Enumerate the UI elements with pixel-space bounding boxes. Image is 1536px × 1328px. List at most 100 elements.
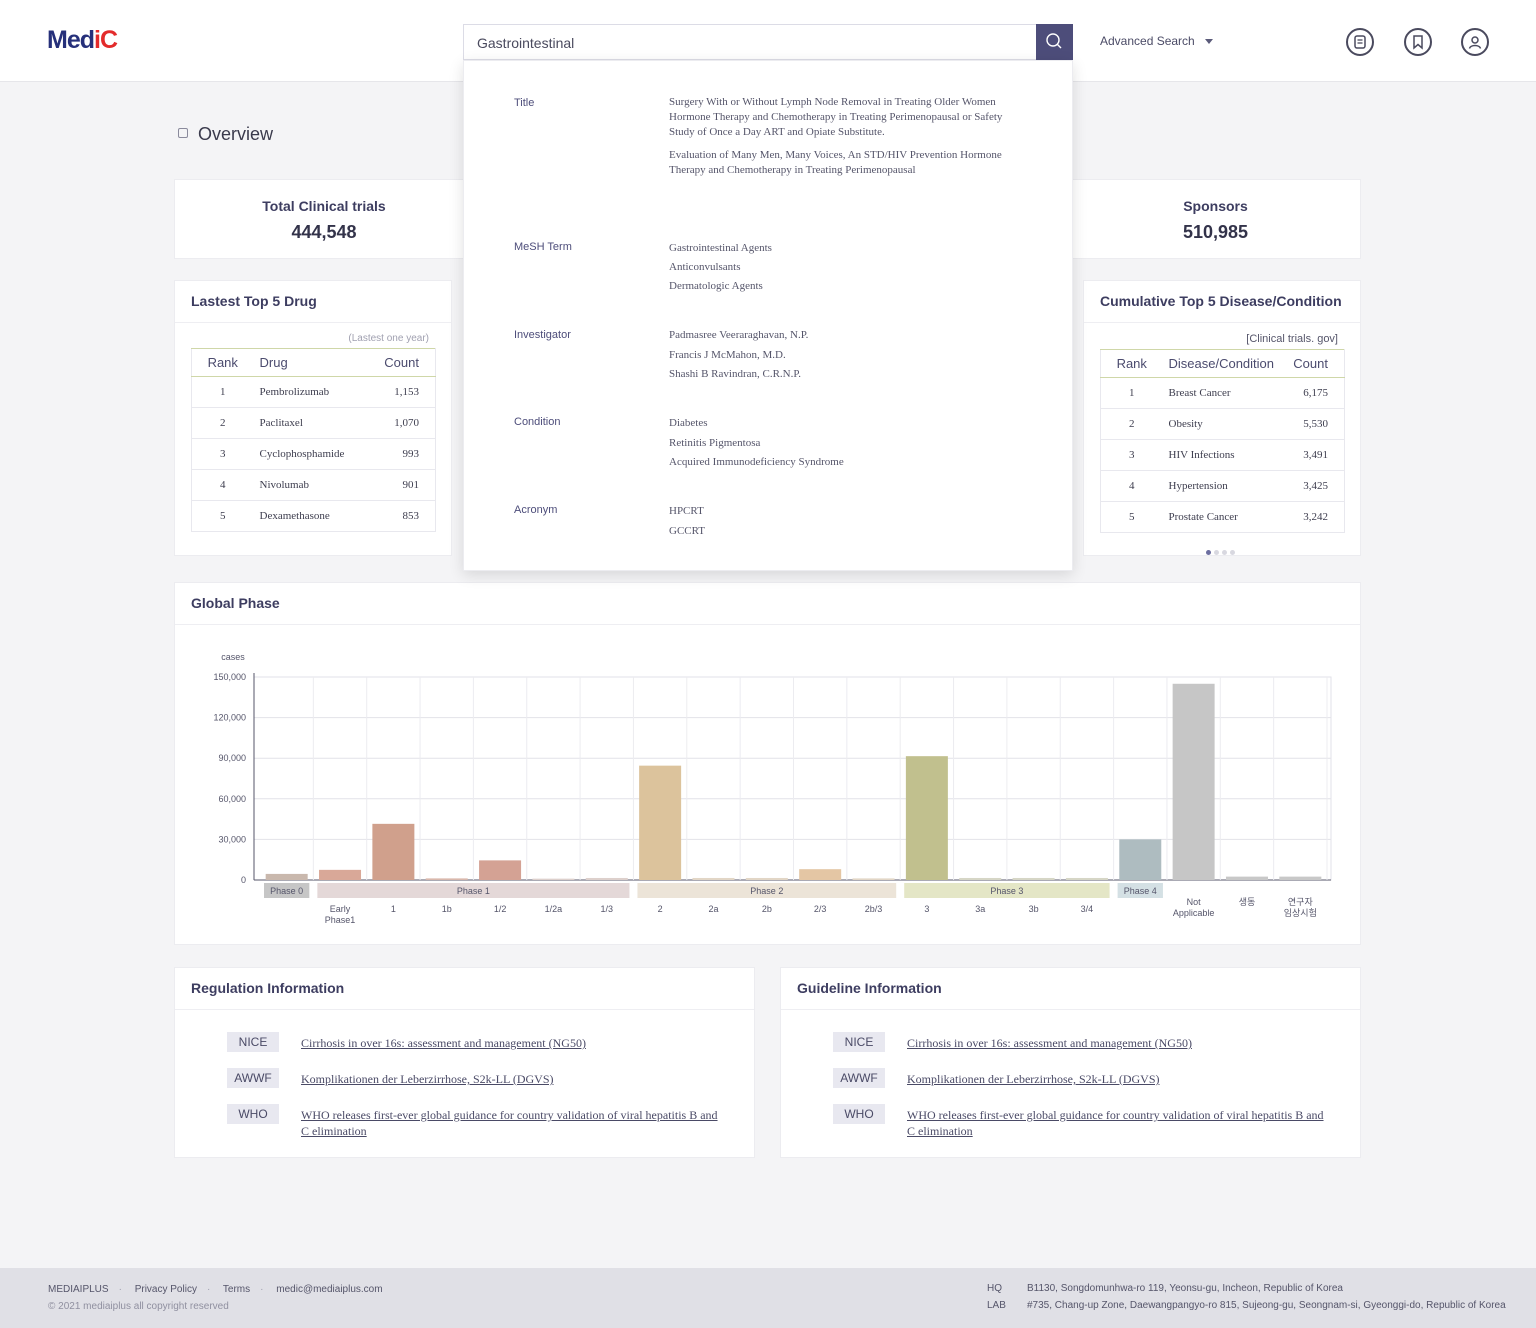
carousel-dot[interactable]	[1222, 550, 1227, 555]
table-header-row: Rank Drug Count	[191, 348, 436, 377]
title-values: Surgery With or Without Lymph Node Remov…	[669, 95, 1029, 182]
guideline-link[interactable]: Cirrhosis in over 16s: assessment and ma…	[907, 1036, 1192, 1050]
footer: MEDIAIPLUS · Privacy Policy · Terms · medic…	[0, 1268, 1536, 1328]
suggestion-item[interactable]: Anticonvulsants	[669, 261, 741, 273]
top-disease-card: Cumulative Top 5 Disease/Condition [Clin…	[1083, 280, 1361, 556]
source-badge: WHO	[833, 1104, 885, 1124]
column-count: Count	[375, 348, 436, 377]
table-row[interactable]: 1 Pembrolizumab 1,153	[191, 376, 436, 408]
total-trials-value: 444,548	[291, 222, 357, 242]
suggestion-item[interactable]: Surgery With or Without Lymph Node Remov…	[669, 96, 1003, 138]
acronym-label: Acronym	[514, 504, 558, 516]
investigator-values: Padmasree Veeraraghavan, N.P. Francis J …	[669, 326, 1029, 385]
suggestion-item[interactable]: Shashi B Ravindran, C.R.N.P.	[669, 368, 802, 380]
guideline-link[interactable]: Komplikationen der Leberzirrhose, S2k-LL…	[907, 1072, 1160, 1086]
chevron-down-icon	[1204, 39, 1213, 45]
suggestion-item[interactable]: Padmasree Veeraraghavan, N.P.	[669, 329, 809, 341]
table-header-row: Rank Disease/Condition Count	[1100, 349, 1345, 378]
company-name: MEDIAIPLUS	[48, 1284, 109, 1295]
mesh-term-values: Gastrointestinal Agents Anticonvulsants …	[669, 239, 1029, 296]
table-row[interactable]: 5 Dexamethasone 853	[191, 500, 436, 532]
carousel-dot[interactable]	[1214, 550, 1219, 555]
suggestion-item[interactable]: Evaluation of Many Men, Many Voices, An …	[669, 149, 1002, 176]
regulation-title: Regulation Information	[175, 968, 754, 1010]
lab-address: LAB #735, Chang-up Zone, Daewangpangyo-ro…	[987, 1300, 1506, 1311]
suggestion-item[interactable]: Dermatologic Agents	[669, 280, 763, 292]
guideline-card: Guideline Information NICE Cirrhosis in …	[780, 967, 1361, 1158]
guideline-title: Guideline Information	[781, 968, 1360, 1010]
source-badge: NICE	[227, 1032, 279, 1052]
condition-values: Diabetes Retinitis Pigmentosa Acquired I…	[669, 414, 1029, 473]
user-account-icon[interactable]	[1461, 28, 1489, 56]
column-disease: Disease/Condition	[1162, 349, 1285, 378]
sponsors-label: Sponsors	[1183, 198, 1248, 214]
overview-icon	[178, 128, 188, 139]
column-rank: Rank	[191, 348, 254, 377]
suggestion-item[interactable]: Retinitis Pigmentosa	[669, 436, 761, 449]
top-disease-note: [Clinical trials. gov]	[1246, 333, 1338, 345]
column-drug: Drug	[253, 348, 376, 377]
source-badge: AWWF	[833, 1068, 885, 1088]
regulation-link[interactable]: WHO releases first-ever global guidance …	[301, 1108, 718, 1138]
sponsors-value: 510,985	[1182, 222, 1249, 242]
regulation-link[interactable]: Komplikationen der Leberzirrhose, S2k-LL…	[301, 1072, 554, 1086]
suggestion-item[interactable]: Diabetes	[669, 417, 708, 429]
logo[interactable]: MediC	[47, 26, 118, 54]
table-row[interactable]: 3 Cyclophosphamide 993	[191, 438, 436, 470]
carousel-dot[interactable]	[1230, 550, 1235, 555]
suggestion-item[interactable]: Acquired Immunodeficiency Syndrome	[669, 456, 844, 468]
search-button[interactable]	[1036, 24, 1073, 60]
source-badge: AWWF	[227, 1068, 279, 1088]
table-row[interactable]: 4 Nivolumab 901	[191, 469, 436, 501]
top-drug-card: Lastest Top 5 Drug (Lastest one year) Ra…	[174, 280, 452, 556]
suggestion-item[interactable]: Gastrointestinal Agents	[669, 242, 772, 254]
search-bar[interactable]: Gastrointestinal	[463, 24, 1073, 60]
total-trials-label: Total Clinical trials	[262, 198, 386, 214]
search-icon	[1046, 33, 1062, 49]
total-trials-card: Total Clinical trials 444,548	[174, 179, 474, 259]
source-badge: NICE	[833, 1032, 885, 1052]
advanced-search-button[interactable]: Advanced Search	[1100, 34, 1213, 48]
carousel-dots[interactable]	[1206, 542, 1238, 560]
bookmark-icon[interactable]	[1404, 28, 1432, 56]
document-icon[interactable]	[1346, 28, 1374, 56]
privacy-policy-link[interactable]: Privacy Policy	[134, 1284, 197, 1295]
table-row[interactable]: 2 Obesity 5,530	[1100, 408, 1345, 440]
source-badge: WHO	[227, 1104, 279, 1124]
top-drug-table: Rank Drug Count 1 Pembrolizumab 1,153 2 Pac…	[191, 348, 436, 532]
title-label: Title	[514, 97, 535, 109]
condition-label: Condition	[514, 416, 561, 428]
investigator-label: Investigator	[514, 329, 571, 341]
hq-address: HQ B1130, Songdomunhwa-ro 119, Yeonsu-gu,…	[987, 1283, 1343, 1294]
search-suggestion-dropdown: Title Surgery With or Without Lymph Node…	[463, 60, 1073, 571]
email-link[interactable]: medic@mediaiplus.com	[276, 1284, 383, 1295]
table-row[interactable]: 5 Prostate Cancer 3,242	[1100, 501, 1345, 533]
regulation-link[interactable]: Cirrhosis in over 16s: assessment and ma…	[301, 1036, 586, 1050]
search-input[interactable]: Gastrointestinal	[477, 35, 575, 51]
guideline-link[interactable]: WHO releases first-ever global guidance …	[907, 1108, 1324, 1138]
table-row[interactable]: 1 Breast Cancer 6,175	[1100, 377, 1345, 409]
global-phase-card: Global Phase	[174, 582, 1361, 945]
suggestion-item[interactable]: GCCRT	[669, 524, 706, 537]
table-row[interactable]: 3 HIV Infections 3,491	[1100, 439, 1345, 471]
suggestion-item[interactable]: Francis J McMahon, M.D.	[669, 348, 786, 361]
mesh-term-label: MeSH Term	[514, 241, 572, 253]
column-count: Count	[1284, 349, 1345, 378]
overview-title: Overview	[178, 124, 273, 145]
top-disease-title: Cumulative Top 5 Disease/Condition	[1084, 281, 1360, 323]
carousel-dot[interactable]	[1206, 550, 1211, 555]
top-drug-title: Lastest Top 5 Drug	[175, 281, 451, 323]
suggestion-item[interactable]: HPCRT	[669, 505, 704, 517]
top-drug-note: (Lastest one year)	[348, 333, 429, 344]
terms-link[interactable]: Terms	[222, 1284, 251, 1295]
copyright: © 2021 mediaiplus all copyright reserved	[48, 1301, 229, 1312]
acronym-values: HPCRT GCCRT	[669, 502, 1029, 541]
global-phase-title: Global Phase	[175, 583, 1360, 625]
column-rank: Rank	[1100, 349, 1163, 378]
sponsors-card: Sponsors 510,985	[1070, 179, 1361, 259]
table-row[interactable]: 4 Hypertension 3,425	[1100, 470, 1345, 502]
regulation-card: Regulation Information NICE Cirrhosis in…	[174, 967, 755, 1158]
footer-links: MEDIAIPLUS · Privacy Policy · Terms · medic…	[48, 1284, 383, 1295]
table-row[interactable]: 2 Paclitaxel 1,070	[191, 407, 436, 439]
top-disease-table: Rank Disease/Condition Count 1 Breast Can…	[1100, 349, 1345, 533]
